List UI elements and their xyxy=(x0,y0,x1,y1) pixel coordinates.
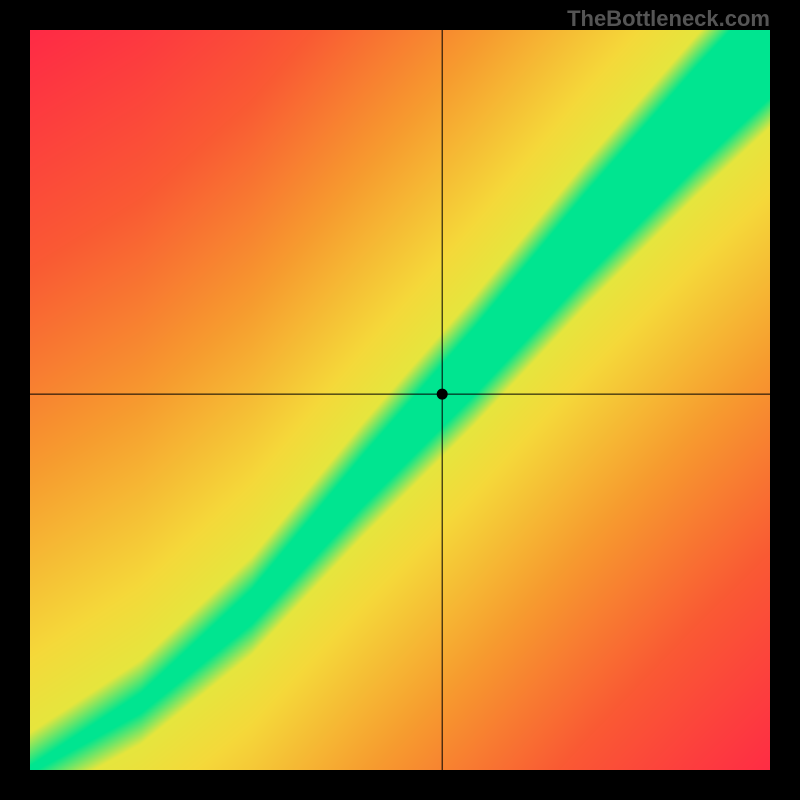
watermark-label: TheBottleneck.com xyxy=(567,6,770,32)
bottleneck-heatmap xyxy=(30,30,770,770)
heatmap-canvas xyxy=(30,30,770,770)
